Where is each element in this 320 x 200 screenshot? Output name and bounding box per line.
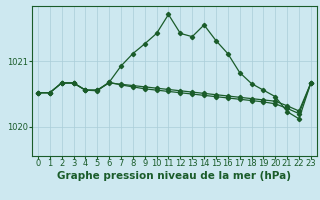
X-axis label: Graphe pression niveau de la mer (hPa): Graphe pression niveau de la mer (hPa) [57, 171, 292, 181]
